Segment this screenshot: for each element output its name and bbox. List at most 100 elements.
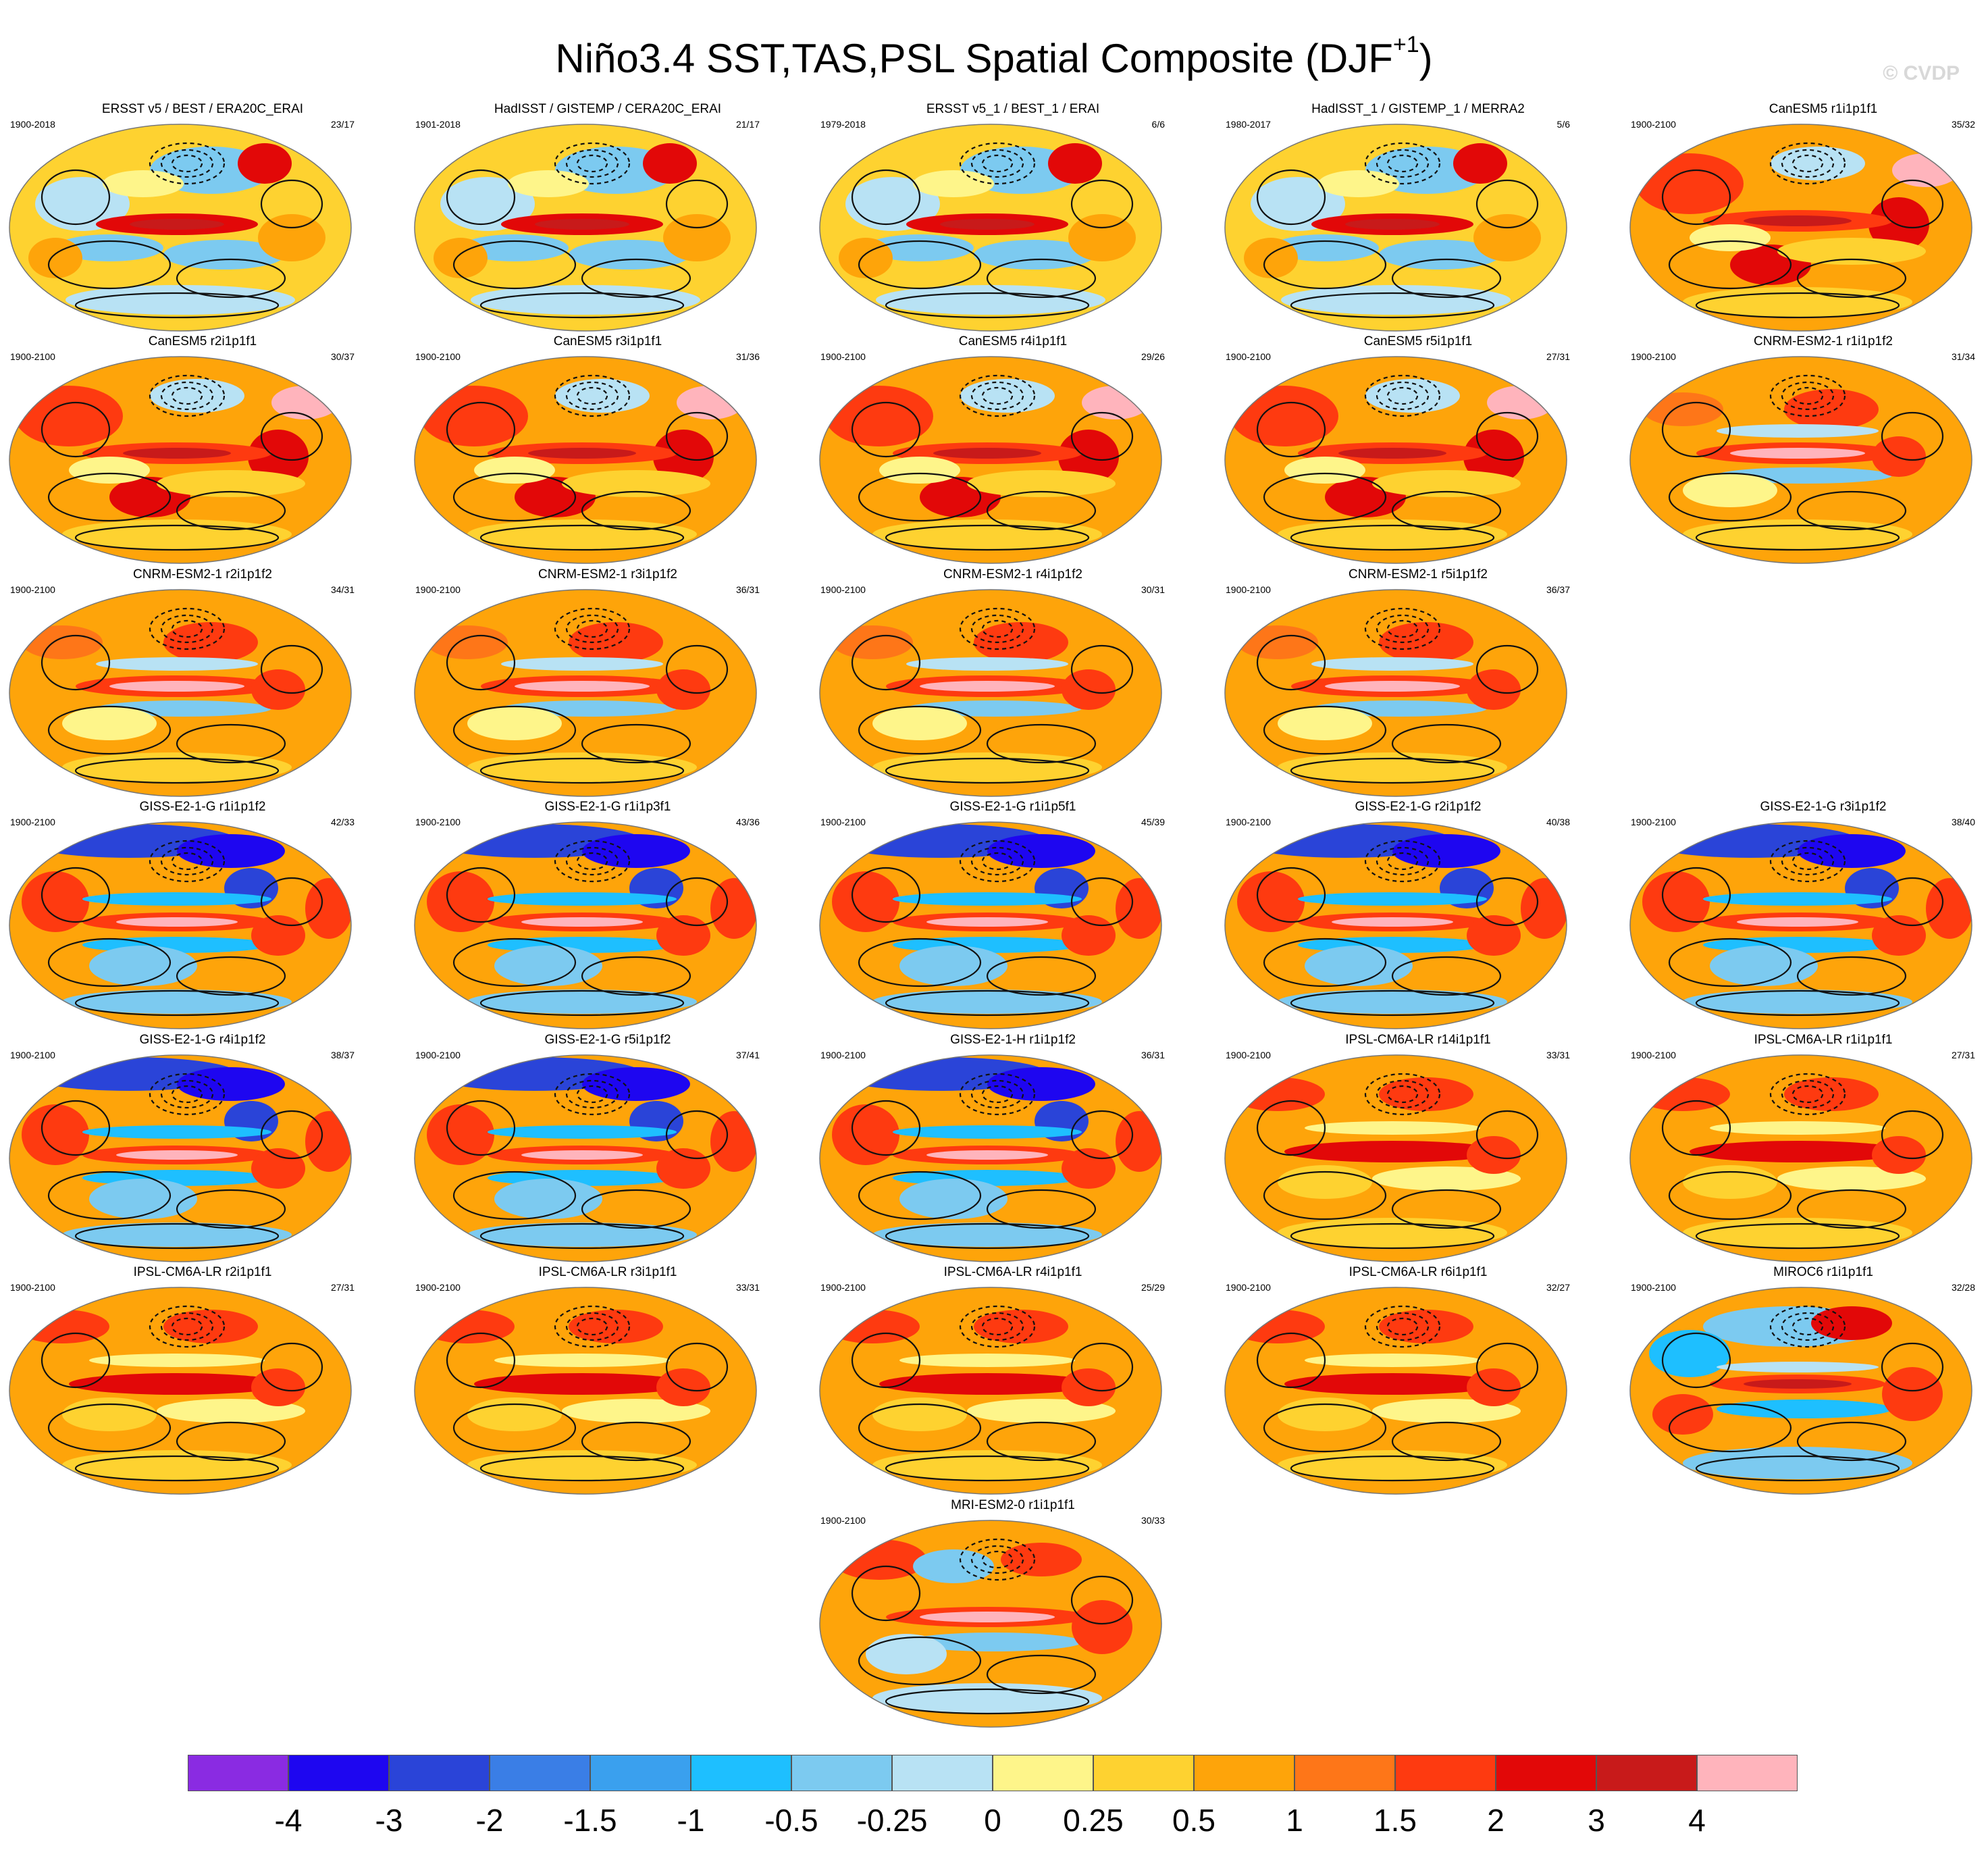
panel-event-count: 21/17 bbox=[735, 119, 760, 130]
panel-title: IPSL-CM6A-LR r4i1p1f1 bbox=[943, 1265, 1082, 1279]
psl-contour bbox=[479, 1223, 685, 1250]
psl-contour bbox=[176, 723, 286, 764]
anomaly-region bbox=[238, 143, 292, 184]
psl-contour bbox=[1791, 1317, 1824, 1336]
psl-contour bbox=[149, 607, 226, 650]
anomaly-region bbox=[1062, 1148, 1116, 1189]
colorbar-swatch bbox=[188, 1755, 288, 1791]
psl-contour bbox=[149, 374, 226, 417]
page-title: Niño3.4 SST,TAS,PSL Spatial Composite (D… bbox=[0, 19, 1988, 84]
psl-contour bbox=[554, 607, 631, 650]
anomaly-region bbox=[528, 448, 636, 459]
panel-years: 1900-2100 bbox=[1226, 1282, 1271, 1293]
psl-contour bbox=[665, 877, 729, 927]
psl-contour bbox=[160, 846, 214, 876]
composite-map bbox=[819, 821, 1162, 1029]
psl-contour bbox=[885, 524, 1090, 551]
anomaly-region bbox=[879, 457, 960, 484]
psl-contour bbox=[260, 179, 323, 229]
psl-contour bbox=[74, 1455, 280, 1482]
psl-contour bbox=[446, 634, 516, 691]
map-outline bbox=[819, 1054, 1162, 1262]
anomaly-region bbox=[258, 214, 325, 261]
map-outline bbox=[414, 1287, 757, 1495]
psl-contour bbox=[1263, 1403, 1387, 1453]
psl-contour bbox=[959, 374, 1036, 417]
colorbar-tick-label: 0 bbox=[984, 1803, 1001, 1838]
anomaly-region bbox=[872, 1450, 1102, 1480]
anomaly-region bbox=[562, 1399, 710, 1423]
anomaly-region bbox=[866, 1634, 947, 1674]
psl-contour bbox=[1391, 956, 1502, 996]
psl-contour bbox=[858, 1636, 982, 1686]
anomaly-region bbox=[251, 1148, 305, 1189]
psl-contour bbox=[986, 723, 1097, 764]
psl-contour bbox=[1263, 472, 1387, 522]
colorbar-swatch bbox=[1294, 1755, 1395, 1791]
anomaly-region bbox=[467, 519, 697, 549]
anomaly-region bbox=[1284, 457, 1365, 484]
anomaly-region bbox=[251, 1368, 305, 1406]
anomaly-region bbox=[1690, 224, 1771, 251]
map-panel: CNRM-ESM2-1 r1i1p1f2 1900-2100 31/34 bbox=[1621, 334, 1988, 567]
psl-contour bbox=[1769, 142, 1846, 185]
map-outline bbox=[1629, 124, 1972, 332]
panel-event-count: 36/31 bbox=[1141, 1050, 1165, 1060]
map-outline bbox=[9, 356, 352, 564]
anomaly-region bbox=[1683, 473, 1777, 507]
psl-contour bbox=[171, 386, 203, 405]
anomaly-region bbox=[1379, 622, 1473, 663]
psl-contour bbox=[1290, 292, 1495, 319]
anomaly-region bbox=[1392, 834, 1500, 868]
composite-map bbox=[9, 1054, 352, 1262]
anomaly-region bbox=[82, 892, 271, 906]
anomaly-region bbox=[109, 681, 244, 692]
anomaly-region bbox=[1278, 1218, 1507, 1248]
anomaly-region bbox=[845, 177, 940, 231]
map-outline bbox=[1224, 124, 1567, 332]
psl-contour bbox=[981, 1317, 1014, 1336]
psl-contour bbox=[1386, 619, 1419, 638]
panel-title: CNRM-ESM2-1 r1i1p1f2 bbox=[1754, 334, 1893, 349]
map-panel: GISS-E2-1-G r1i1p3f1 1900-2100 43/36 bbox=[405, 799, 810, 1032]
psl-contour bbox=[970, 149, 1024, 178]
anomaly-region bbox=[157, 1399, 305, 1423]
anomaly-region bbox=[521, 917, 643, 927]
map-outline bbox=[9, 589, 352, 797]
psl-contour bbox=[160, 1312, 214, 1341]
anomaly-region bbox=[508, 170, 589, 197]
anomaly-region bbox=[1278, 1450, 1507, 1480]
psl-contour bbox=[1290, 1223, 1495, 1250]
map-panel: IPSL-CM6A-LR r1i1p1f1 1900-2100 27/31 bbox=[1621, 1032, 1988, 1265]
psl-contour bbox=[970, 381, 1024, 411]
psl-contour bbox=[479, 292, 685, 319]
psl-contour bbox=[576, 1085, 608, 1104]
anomaly-region bbox=[1882, 1367, 1943, 1421]
colorbar bbox=[188, 1755, 1799, 1793]
map-outline bbox=[819, 124, 1162, 332]
map-outline bbox=[819, 589, 1162, 797]
psl-contour bbox=[1386, 852, 1419, 871]
anomaly-region bbox=[508, 1379, 656, 1389]
map-panel: IPSL-CM6A-LR r3i1p1f1 1900-2100 33/31 bbox=[405, 1264, 810, 1497]
map-outline bbox=[1629, 1287, 1972, 1495]
psl-contour bbox=[260, 1110, 323, 1160]
anomaly-region bbox=[974, 622, 1068, 663]
psl-contour bbox=[885, 1455, 1090, 1482]
colorbar-swatch bbox=[892, 1755, 993, 1791]
psl-contour bbox=[1791, 386, 1824, 405]
psl-contour bbox=[1781, 846, 1835, 876]
map-outline bbox=[9, 124, 352, 332]
map-outline bbox=[9, 1287, 352, 1495]
psl-contour bbox=[1661, 401, 1731, 458]
psl-contour bbox=[1668, 1171, 1792, 1221]
composite-map bbox=[9, 124, 352, 332]
anomaly-region bbox=[1730, 448, 1865, 459]
composite-map bbox=[819, 1520, 1162, 1728]
anomaly-region bbox=[1311, 657, 1473, 671]
anomaly-region bbox=[251, 669, 305, 710]
anomaly-region bbox=[427, 625, 508, 659]
anomaly-region bbox=[1703, 892, 1892, 906]
anomaly-region bbox=[130, 219, 224, 230]
watermark: © CVDP bbox=[1883, 62, 1960, 84]
